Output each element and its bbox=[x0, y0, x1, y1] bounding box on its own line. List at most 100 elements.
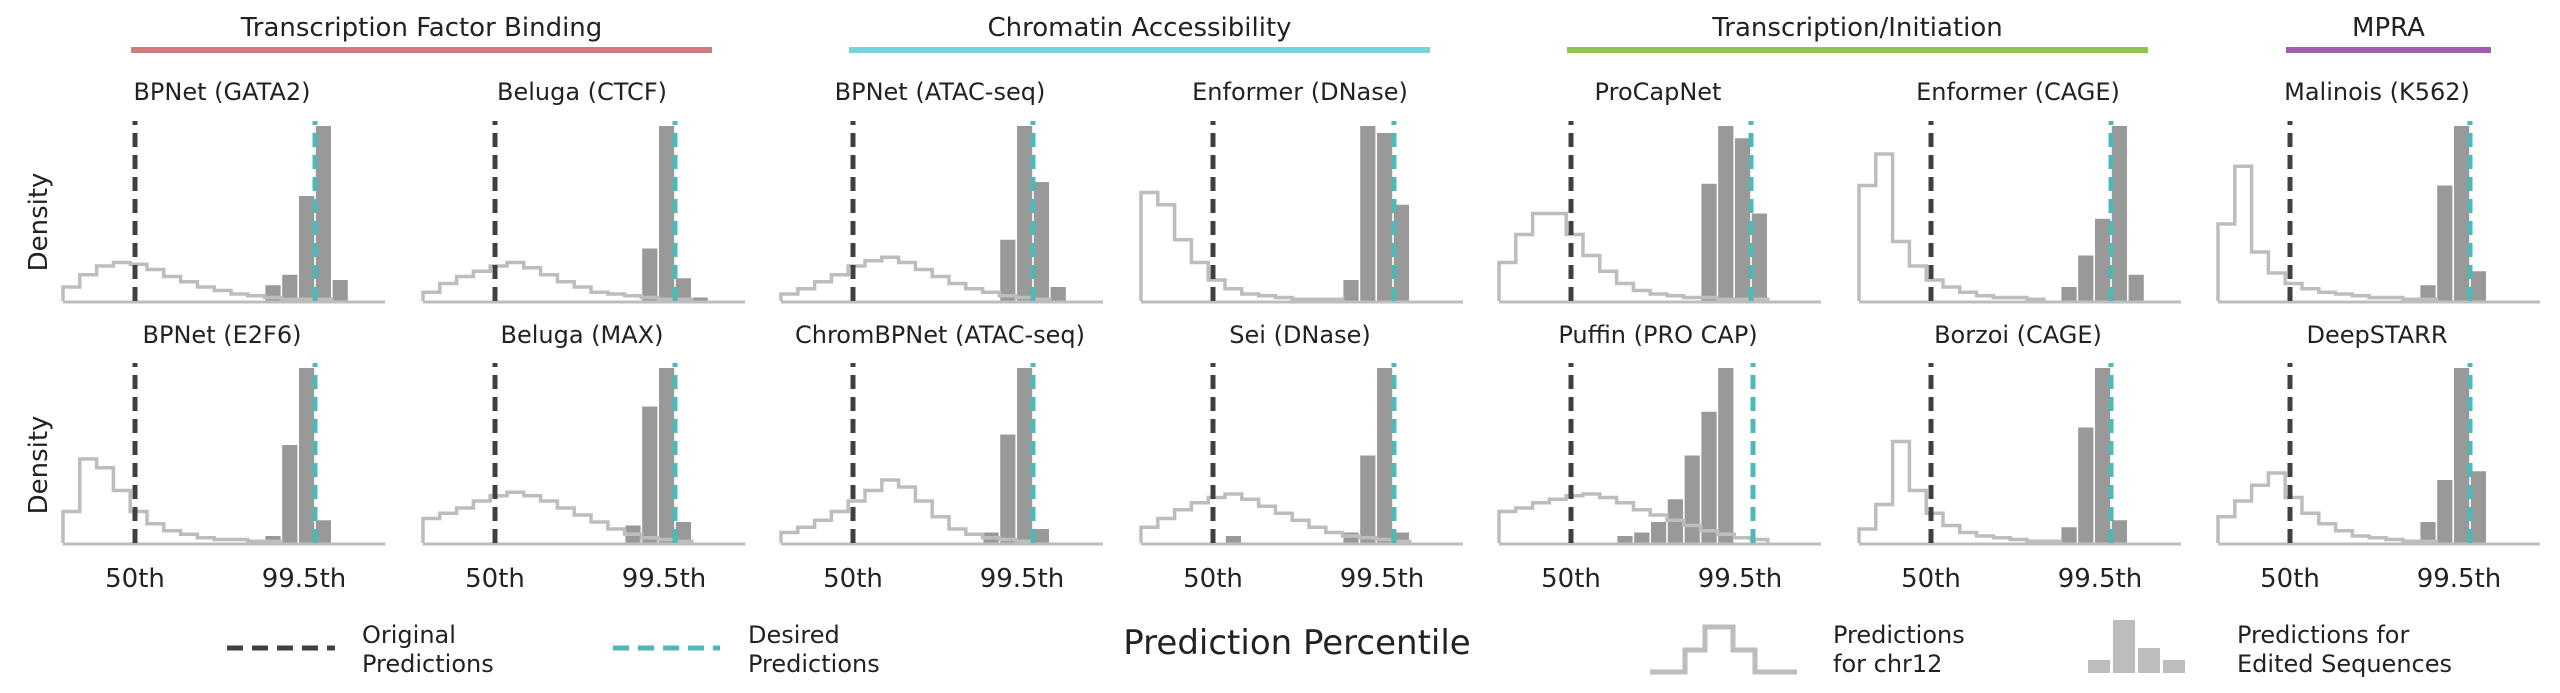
y-axis-label-top: Density bbox=[24, 173, 54, 272]
panel-title: Malinois (K562) bbox=[2284, 78, 2470, 106]
chr12-step bbox=[779, 255, 1052, 301]
edited-bar bbox=[1017, 126, 1033, 301]
histogram-panels: BPNet (GATA2) Beluga (CTCF) BPNet (ATAC-se… bbox=[61, 78, 2540, 594]
edited-bar bbox=[1701, 183, 1717, 301]
chr12-step bbox=[1139, 190, 1345, 301]
panel-title: Puffin (PRO CAP) bbox=[1558, 321, 1757, 349]
edited-bar bbox=[2061, 287, 2077, 301]
legend-chr12-label: Predictions for chr12 bbox=[1833, 621, 1965, 678]
legend-desired-label: Desired Predictions bbox=[748, 621, 880, 678]
edited-bar bbox=[315, 126, 331, 301]
tick-label-99-5th: 99.5th bbox=[262, 564, 347, 594]
group-title-3: MPRA bbox=[2352, 13, 2425, 43]
edited-bar bbox=[299, 196, 315, 301]
panel-5: Enformer (CAGE) bbox=[1857, 78, 2181, 304]
edited-bar bbox=[2095, 218, 2111, 301]
edited-bar bbox=[2470, 471, 2486, 543]
tick-label-99-5th: 99.5th bbox=[1698, 564, 1783, 594]
legend-chr12: Predictions for chr12 bbox=[1650, 621, 1965, 678]
chr12-step bbox=[779, 478, 1035, 543]
edited-bar bbox=[2420, 522, 2436, 543]
edited-bar bbox=[1634, 532, 1650, 543]
panel-title: BPNet (ATAC-seq) bbox=[835, 78, 1046, 106]
edited-bar bbox=[2420, 285, 2436, 301]
group-title-1: Chromatin Accessibility bbox=[987, 13, 1291, 43]
edited-bar bbox=[1751, 213, 1767, 301]
chr12-step bbox=[1139, 492, 1412, 543]
edited-bar bbox=[2470, 271, 2486, 301]
legend-original-label: Original Predictions bbox=[362, 621, 494, 678]
panel-title: BPNet (E2F6) bbox=[143, 321, 302, 349]
edited-bar bbox=[1033, 182, 1049, 301]
edited-bar bbox=[1718, 126, 1734, 301]
edited-bar bbox=[2437, 480, 2453, 543]
chr12-step bbox=[1857, 152, 2046, 301]
panel-10: Sei (DNase) 50th 99.5th bbox=[1139, 321, 1463, 594]
panel-3: Enformer (DNase) bbox=[1139, 78, 1463, 304]
legend-edited-bar-4 bbox=[2163, 660, 2185, 673]
tick-label-99-5th: 99.5th bbox=[980, 564, 1065, 594]
edited-bar bbox=[642, 248, 658, 301]
edited-bar bbox=[1360, 455, 1376, 543]
chr12-step bbox=[421, 490, 694, 543]
chr12-step bbox=[1497, 492, 1770, 543]
tick-label-99-5th: 99.5th bbox=[1340, 564, 1425, 594]
legend-edited-bar-2 bbox=[2113, 620, 2135, 673]
tick-label-50th: 50th bbox=[1183, 564, 1243, 594]
group-headers: Transcription Factor Binding Chromatin Ac… bbox=[131, 13, 2491, 53]
panel-title: Beluga (MAX) bbox=[501, 321, 664, 349]
panel-7: BPNet (E2F6) 50th 99.5th bbox=[61, 321, 385, 594]
legend-edited-bar-1 bbox=[2088, 660, 2110, 673]
panel-11: Puffin (PRO CAP) 50th 99.5th bbox=[1497, 321, 1821, 594]
panel-8: Beluga (MAX) 50th 99.5th bbox=[421, 321, 745, 594]
edited-bar bbox=[1033, 529, 1049, 543]
edited-bar bbox=[2437, 185, 2453, 301]
edited-bar bbox=[299, 368, 315, 543]
edited-bar bbox=[2078, 427, 2094, 543]
edited-bar bbox=[1617, 536, 1633, 543]
edited-bar bbox=[675, 522, 691, 543]
edited-bar bbox=[659, 126, 675, 301]
edited-bar bbox=[332, 280, 348, 301]
tick-label-50th: 50th bbox=[1541, 564, 1601, 594]
panel-title: Beluga (CTCF) bbox=[497, 78, 667, 106]
edited-bar bbox=[1225, 536, 1241, 543]
edited-bar bbox=[675, 278, 691, 301]
edited-bar bbox=[1684, 455, 1700, 543]
tick-label-99-5th: 99.5th bbox=[2058, 564, 2143, 594]
edited-bar bbox=[1343, 280, 1359, 301]
tick-label-50th: 50th bbox=[823, 564, 883, 594]
panel-2: BPNet (ATAC-seq) bbox=[779, 78, 1103, 304]
legend-original: Original Predictions bbox=[227, 621, 494, 678]
panel-9: ChromBPNet (ATAC-seq) 50th 99.5th bbox=[779, 321, 1103, 594]
edited-bar bbox=[1017, 368, 1033, 543]
edited-bar bbox=[315, 520, 331, 543]
tick-label-50th: 50th bbox=[2260, 564, 2320, 594]
edited-bar bbox=[1393, 532, 1409, 543]
edited-bar bbox=[282, 445, 298, 543]
panel-1: Beluga (CTCF) bbox=[421, 78, 745, 304]
legend-edited: Predictions for Edited Sequences bbox=[2088, 620, 2452, 678]
edited-bar bbox=[1360, 126, 1376, 301]
y-axis-label-bottom: Density bbox=[24, 416, 54, 515]
panel-title: Borzoi (CAGE) bbox=[1934, 321, 2102, 349]
edited-bar bbox=[692, 297, 708, 301]
edited-bar bbox=[1393, 204, 1409, 301]
panel-title: Enformer (DNase) bbox=[1192, 78, 1408, 106]
edited-bar bbox=[2454, 126, 2470, 301]
edited-bar bbox=[2128, 274, 2144, 301]
panel-0: BPNet (GATA2) bbox=[61, 78, 385, 304]
panel-title: BPNet (GATA2) bbox=[133, 78, 310, 106]
legend-chr12-step bbox=[1650, 624, 1797, 675]
edited-bar bbox=[1050, 287, 1066, 301]
panel-title: ChromBPNet (ATAC-seq) bbox=[795, 321, 1085, 349]
group-title-0: Transcription Factor Binding bbox=[240, 13, 603, 43]
tick-label-99-5th: 99.5th bbox=[622, 564, 707, 594]
chr12-step bbox=[2216, 164, 2439, 301]
edited-bar bbox=[1000, 434, 1016, 543]
edited-bar bbox=[2078, 255, 2094, 301]
edited-bar bbox=[659, 368, 675, 543]
legend-edited-bar-3 bbox=[2138, 648, 2160, 673]
panel-12: Borzoi (CAGE) 50th 99.5th bbox=[1857, 321, 2181, 594]
